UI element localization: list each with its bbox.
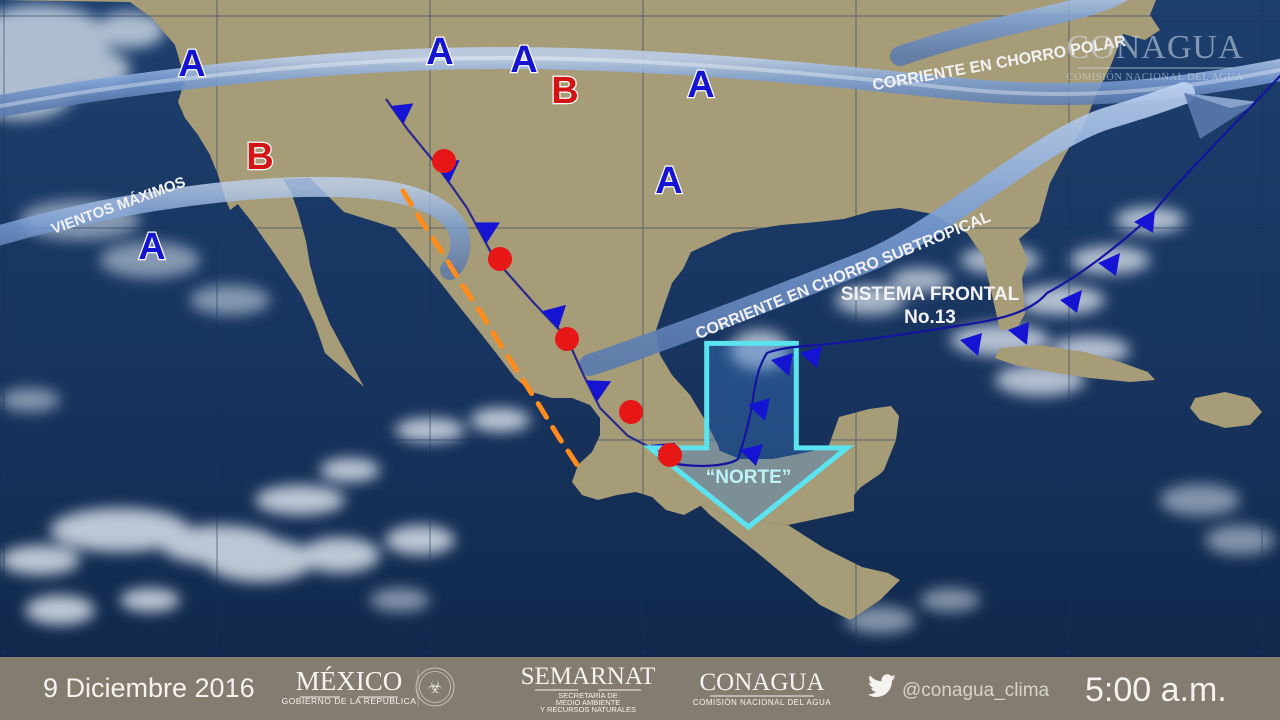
svg-text:A: A [426, 31, 453, 73]
svg-text:B: B [551, 70, 578, 112]
svg-text:A: A [655, 160, 682, 202]
svg-text:CONAGUA: CONAGUA [700, 669, 825, 696]
svg-text:SEMARNAT: SEMARNAT [521, 663, 656, 690]
svg-text:“NORTE”: “NORTE” [706, 467, 792, 488]
svg-text:No.13: No.13 [904, 307, 956, 328]
svg-text:☣: ☣ [427, 678, 442, 697]
svg-text:Y RECURSOS NATURALES: Y RECURSOS NATURALES [540, 705, 636, 714]
svg-text:COMISIÓN NACIONAL DEL AGUA: COMISIÓN NACIONAL DEL AGUA [1066, 71, 1243, 83]
svg-text:A: A [138, 226, 165, 268]
svg-text:@conagua_clima: @conagua_clima [902, 680, 1050, 701]
svg-text:MÉXICO: MÉXICO [296, 666, 403, 696]
svg-text:SISTEMA FRONTAL: SISTEMA FRONTAL [841, 284, 1020, 305]
svg-text:5:00 a.m.: 5:00 a.m. [1085, 671, 1227, 709]
svg-text:COMISIÓN NACIONAL DEL AGUA: COMISIÓN NACIONAL DEL AGUA [693, 698, 831, 707]
svg-text:A: A [510, 39, 537, 81]
svg-text:GOBIERNO DE LA REPÚBLICA: GOBIERNO DE LA REPÚBLICA [282, 696, 417, 706]
svg-text:B: B [246, 136, 273, 178]
svg-text:CONAGUA: CONAGUA [1067, 29, 1244, 66]
svg-text:A: A [178, 43, 205, 85]
svg-text:A: A [687, 64, 714, 106]
svg-text:9 Diciembre 2016: 9 Diciembre 2016 [43, 673, 255, 703]
